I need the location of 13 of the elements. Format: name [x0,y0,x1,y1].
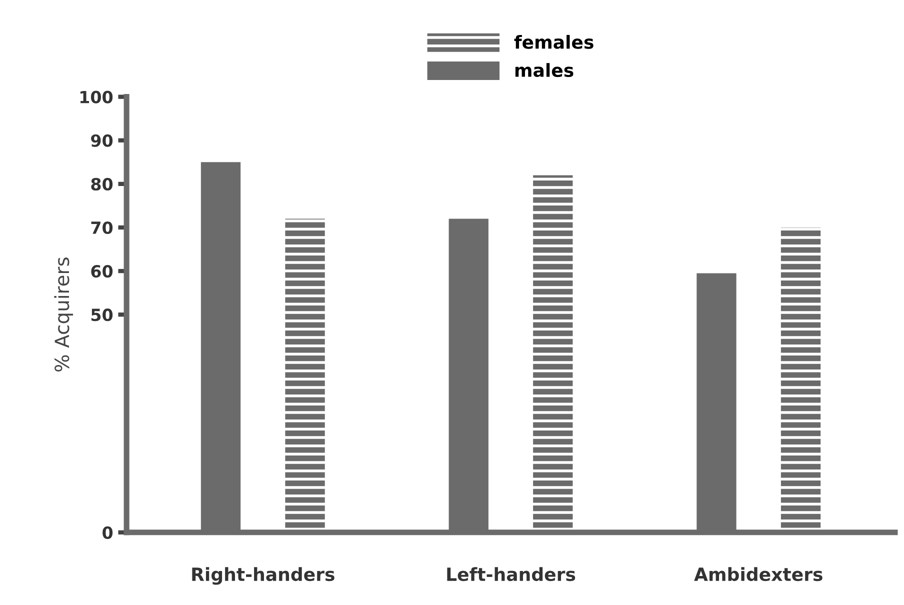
y-tick-label: 0 [102,526,113,539]
legend-label: males [515,63,574,78]
y-tick-label: 90 [91,134,113,147]
legend-label: females [514,34,594,49]
x-tick-label: Ambidexters [694,567,822,582]
y-tick-label: 60 [91,265,113,278]
y-tick-label: 50 [91,308,113,322]
x-tick-label: Right-handers [192,567,334,585]
y-tick-label: 100 [80,90,113,104]
x-tick-label: Left-handers [447,567,576,582]
y-tick-label: 80 [91,178,113,190]
y-tick-label: 70 [91,221,113,234]
y-axis-title: % Acquirers [54,258,74,372]
